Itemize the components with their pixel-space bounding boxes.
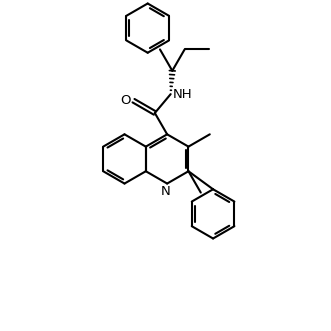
Text: O: O — [120, 94, 131, 107]
Text: NH: NH — [172, 88, 192, 101]
Text: N: N — [161, 185, 171, 198]
